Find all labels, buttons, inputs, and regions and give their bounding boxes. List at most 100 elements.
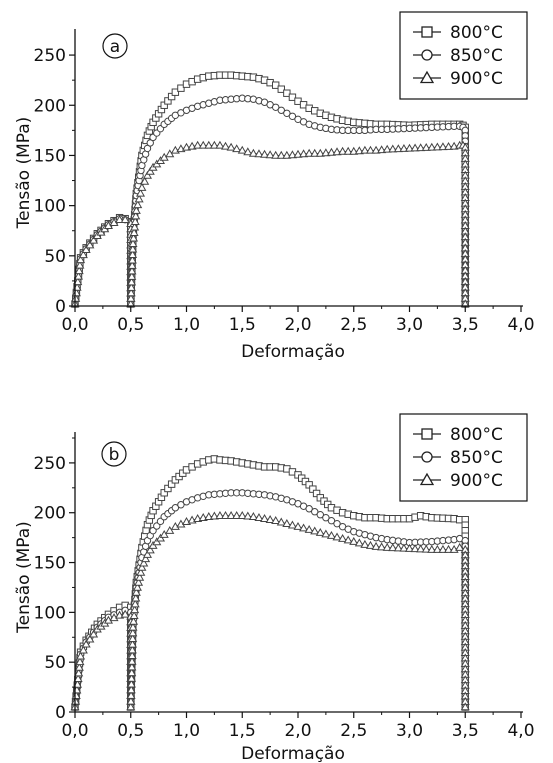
panel-0-series-1-point-92 [283, 109, 291, 117]
panel-1-series-2-point-57 [131, 587, 141, 596]
panel-1-series-2-point-100 [326, 530, 336, 539]
panel-0-series-0-point-75 [167, 92, 176, 101]
panel-a-legend-850-label: 850°C [450, 46, 503, 66]
panel-0-series-2-point-52 [131, 205, 141, 214]
panel-0-series-1-point-90 [272, 103, 280, 111]
panel-1-series-2-point-107 [365, 540, 376, 549]
panel-a: 0,0 0,5 1,0 1,5 2,0 2,5 3,0 3,5 4,0 0 50 100 150 200 2… [14, 11, 535, 362]
panel-a-axes [74, 29, 523, 307]
panel-0-series-2-point-81 [260, 149, 270, 158]
panel-1-series-2-point-64 [141, 554, 151, 563]
panel-0-series-2-point-38 [126, 282, 136, 291]
panel-0-series-2-point-57 [140, 176, 150, 185]
panel-1-series-2-point-20 [120, 609, 130, 618]
panel-0-series-2-point-8 [76, 255, 86, 264]
panel-1-series-2-point-5 [73, 674, 83, 683]
panel-1-series-2-point-70 [159, 529, 169, 538]
panel-1-series-2-point-93 [287, 520, 297, 529]
panel-a-legend-0-marker [421, 26, 433, 38]
panel-b-legend-2-marker [419, 472, 435, 486]
panel-0-series-2-point-84 [276, 150, 286, 159]
panel-0-series-2-point-46 [128, 239, 138, 248]
panel-1-series-2-point-91 [276, 517, 286, 526]
panel-b-legend-850-label: 850°C [450, 448, 503, 468]
panel-b-legend: 800°C 850°C 900°C [399, 413, 528, 502]
panel-0-series-2-point-71 [204, 140, 214, 149]
panel-b: 0,0 0,5 1,0 1,5 2,0 2,5 3,0 3,5 4,0 0 50 100 150 200 2… [14, 413, 535, 763]
x-tick-label: 1,0 [173, 721, 200, 741]
panel-1-series-2-point-83 [232, 511, 242, 519]
panel-0-series-2-point-37 [126, 288, 136, 297]
panel-b-label-text: b [109, 445, 120, 465]
panel-0-series-2-point-88 [299, 149, 309, 158]
panel-0-series-0-point-73 [160, 101, 168, 109]
panel-1-series-2-point-84 [237, 511, 247, 519]
panel-1-series-2-point-108 [371, 541, 381, 550]
panel-b-legend-1-marker [421, 451, 433, 463]
panel-1-series-2-point-112 [393, 543, 403, 552]
panel-0-series-2-point-76 [232, 144, 242, 153]
x-tick-label: 3,5 [452, 721, 479, 741]
panel-0-series-2-point-99 [360, 145, 370, 154]
panel-0-series-2-point-42 [127, 260, 137, 269]
panel-1-series-2-point-79 [209, 511, 219, 520]
panel-0-series-2-point-43 [127, 255, 137, 264]
panel-0-series-2-point-59 [145, 166, 155, 175]
x-tick-label: 0,5 [117, 721, 144, 741]
panel-0-series-2-point-48 [129, 228, 139, 236]
panel-1-series-2-point-106 [360, 539, 370, 548]
panel-1-series-2-point-41 [126, 679, 136, 688]
panel-1-series-2-point-97 [310, 526, 320, 535]
panel-b-y-axis-title: Tensão (MPa) [14, 521, 34, 634]
panel-0-series-2-point-85 [282, 150, 292, 159]
panel-a-ticks: 0,0 0,5 1,0 1,5 2,0 2,5 3,0 3,5 4,0 0 50 100 150 200 2… [34, 46, 535, 335]
panel-0-series-0-point-95 [277, 85, 285, 93]
panel-1-series-1-point-72 [149, 526, 157, 535]
panel-1-series-2-point-62 [137, 562, 147, 571]
panel-1-series-2-point-55 [130, 599, 140, 608]
panel-1-series-2-point-47 [127, 645, 137, 654]
panel-0-series-0-point-74 [164, 97, 172, 105]
panel-1-series-2-point-98 [315, 527, 325, 536]
panel-0-series-2-point-56 [137, 182, 147, 191]
panel-0-series-2-point-87 [293, 149, 303, 158]
panel-1-series-2-point-109 [377, 542, 387, 551]
panel-0-series-2-point-70 [198, 140, 208, 149]
y-tick-label: 150 [34, 554, 66, 574]
panel-b-label-circle [101, 441, 127, 467]
panel-0-series-2-point-45 [128, 244, 138, 253]
panel-b-legend-850: 850°C [413, 448, 503, 468]
panel-0-series-2-point-44 [128, 250, 138, 258]
panel-1-series-2-point-92 [282, 518, 292, 527]
panel-1-series-1-point-78 [171, 504, 180, 512]
panel-1-series-2-point-116 [416, 544, 426, 553]
panel-a-label-text: a [110, 37, 120, 57]
panel-1-series-0-point-110 [309, 485, 317, 493]
panel-0-series-2-point-50 [130, 217, 140, 225]
panel-1-series-2-point-46 [127, 651, 137, 660]
panel-1-series-2-point-60 [135, 572, 145, 581]
panel-1-series-2-point-85 [243, 511, 253, 520]
panel-0-series-2-point-95 [338, 146, 348, 155]
panel-b-x-axis-title: Deformação [241, 744, 345, 763]
panel-1-series-2-point-78 [204, 512, 214, 520]
x-tick-label: 3,0 [396, 315, 423, 335]
panel-1-series-1-point-105 [322, 514, 330, 522]
panel-b-axes [74, 432, 523, 713]
panel-1-series-2-point-44 [127, 662, 137, 671]
panel-0-series-2-point-82 [265, 150, 275, 159]
x-tick-label: 1,5 [229, 721, 256, 741]
panel-1-series-2-point-6 [74, 668, 84, 677]
panel-0-series-2-point-104 [388, 144, 398, 153]
panel-1-series-2-point-58 [132, 582, 142, 591]
y-tick-label: 0 [55, 703, 66, 723]
y-tick-label: 250 [34, 454, 66, 474]
panel-0-series-2-point-39 [127, 277, 137, 286]
panel-1-series-2-point-59 [134, 577, 144, 586]
panel-0-series-2-point-5 [73, 271, 84, 280]
panel-1-series-2-point-96 [304, 524, 314, 533]
panel-1-series-2-point-89 [265, 515, 275, 523]
x-tick-label: 1,0 [173, 315, 200, 335]
panel-1-series-2-point-111 [388, 543, 398, 552]
x-tick-label: 0,0 [61, 721, 88, 741]
